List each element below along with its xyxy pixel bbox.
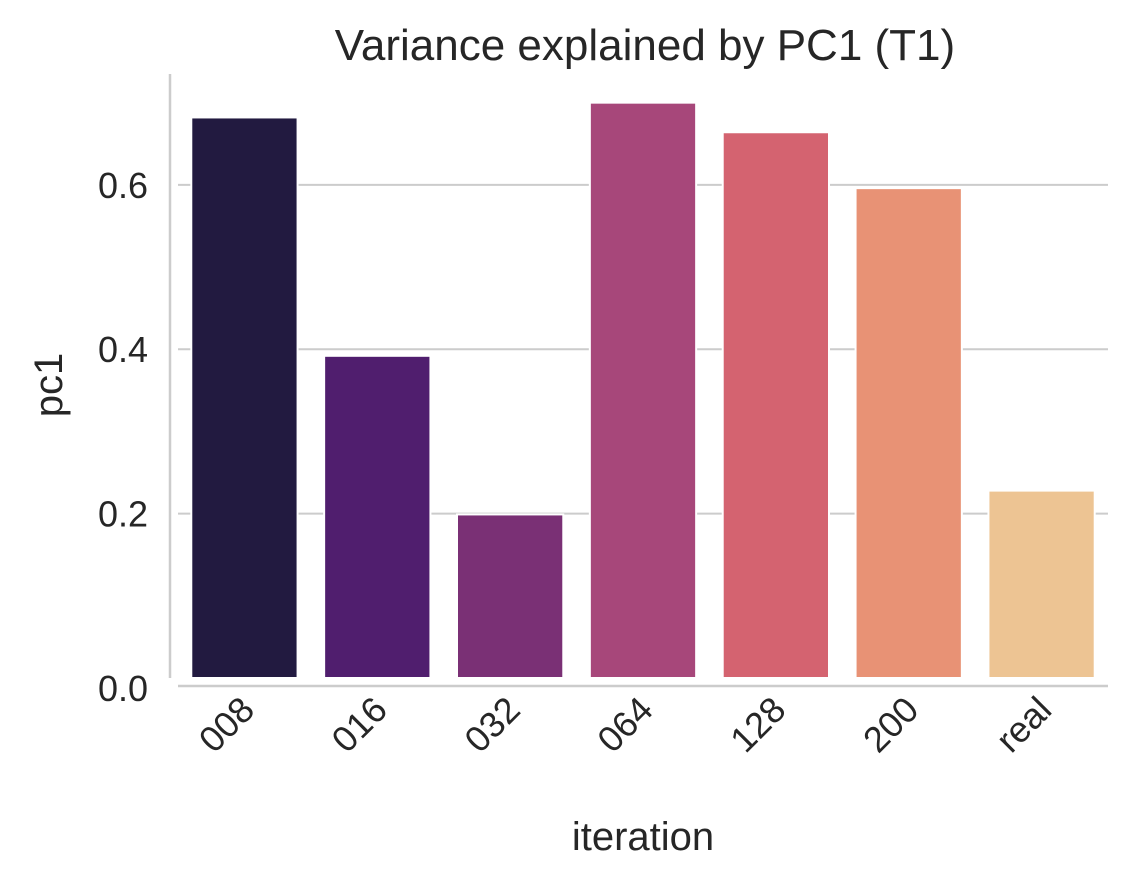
bar-016 [323,354,432,679]
bar-200 [854,187,963,679]
x-tick-label: 016 [323,689,394,760]
y-tick-label: 0.6 [98,165,148,206]
y-tick-label: 0.0 [98,668,148,709]
x-tick-label: 064 [589,689,660,760]
chart-title: Variance explained by PC1 (T1) [335,21,955,70]
bar-real [987,489,1096,680]
axes [168,74,1108,688]
x-tick-label: real [988,689,1059,760]
x-tick-label: 008 [191,689,262,760]
bar-008 [190,116,299,680]
y-tick-labels: 0.0 0.2 0.4 0.6 [98,165,148,709]
bar-128 [721,131,831,679]
x-tick-labels: 008 016 032 064 128 200 real [191,689,1060,760]
y-tick-label: 0.4 [98,329,148,370]
bar-064 [588,101,698,679]
x-tick-label: 200 [855,689,926,760]
bars [190,101,1096,680]
x-axis-title: iteration [572,815,714,859]
x-tick-label: 032 [456,689,527,760]
bar-032 [456,513,565,679]
y-tick-label: 0.2 [98,494,148,535]
x-tick-label: 128 [722,689,793,760]
y-axis-title: pc1 [27,353,71,418]
